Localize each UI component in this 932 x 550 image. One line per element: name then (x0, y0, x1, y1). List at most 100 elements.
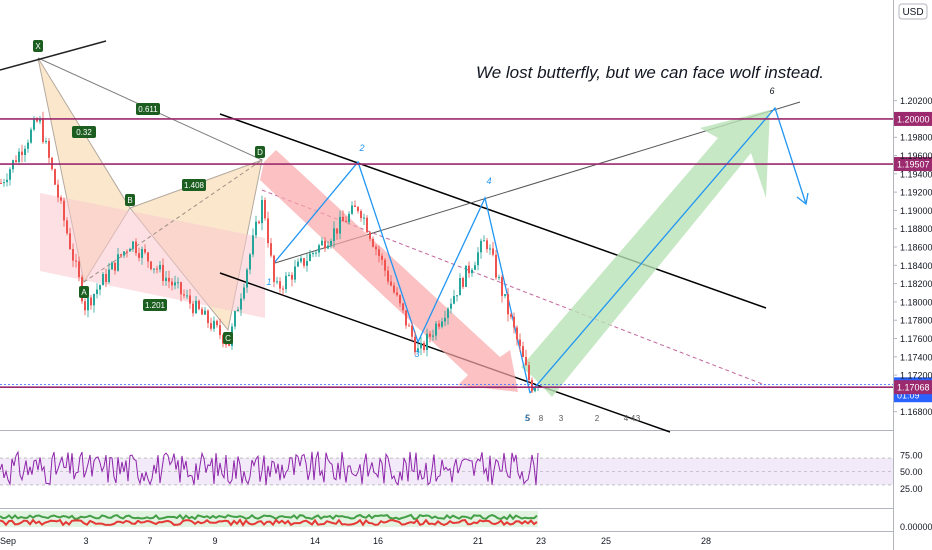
candle-body (96, 289, 98, 295)
butterfly-point-box (255, 146, 265, 158)
candle-body (132, 241, 134, 249)
x-tick-label: 21 (473, 536, 483, 546)
candle-body (18, 151, 20, 163)
candle-body (477, 252, 479, 266)
candle-body (9, 169, 11, 180)
arrow-head-down (796, 192, 809, 206)
candle-body (90, 297, 92, 306)
candle-body (27, 142, 29, 149)
candle-body (279, 281, 281, 289)
candle-body (6, 179, 8, 183)
candle-body (240, 298, 242, 310)
candle-body (351, 205, 353, 214)
candle-body (300, 258, 302, 262)
candle-body (264, 199, 266, 219)
butterfly-point-label: C (225, 334, 231, 343)
candle-body (135, 241, 137, 254)
y-tick-label: 1.17800 (900, 316, 932, 326)
oscillator-pane: 0.00000 (0, 511, 932, 532)
wave-point-label: 4 (486, 176, 491, 186)
candle-body (534, 387, 536, 392)
candle-body (273, 255, 275, 282)
osc-line-green (0, 513, 538, 521)
butterfly-ratio-box (136, 103, 160, 115)
y-tick-label: 1.19600 (900, 151, 932, 161)
candle-body (72, 249, 74, 261)
candle-body (42, 118, 44, 143)
butterfly-point-box (79, 286, 89, 298)
candle-body (423, 342, 425, 350)
time-axis[interactable]: Sep 3 7 9 14 16 21 23 25 28 (0, 536, 711, 546)
candle-body (396, 292, 398, 296)
candle-body (513, 316, 515, 328)
rsi-tick-label: 50.00 (900, 467, 923, 477)
butterfly-ratio-box (72, 126, 96, 138)
candle-body (420, 342, 422, 349)
candle-body (246, 269, 248, 288)
price-axis[interactable]: 1.20200 1.19800 1.19600 1.19400 1.19200 1.190… (893, 96, 932, 417)
candle-body (171, 281, 173, 286)
event-marker-label: 3 (636, 414, 641, 423)
candle-body (36, 119, 38, 122)
candle-body (327, 245, 329, 249)
candle-body (441, 321, 443, 327)
candle-body (489, 248, 491, 250)
currency-badge[interactable]: USD (898, 3, 928, 20)
candle-body (63, 200, 65, 221)
candle-body (312, 253, 314, 255)
candle-body (408, 325, 410, 327)
x-tick-label: 25 (601, 536, 611, 546)
candle-body (498, 277, 500, 279)
candle-body (507, 294, 509, 315)
butterfly-ratio-label: 0.32 (76, 128, 92, 137)
candle-body (405, 310, 407, 326)
x-tick-label: 28 (701, 536, 711, 546)
wave-5-6-path (529, 106, 807, 394)
candle-body (495, 254, 497, 278)
candle-body (177, 282, 179, 284)
candle-body (471, 269, 473, 274)
green-up-arrow (521, 110, 770, 397)
candle-body (411, 325, 413, 337)
candle-body (447, 308, 449, 318)
candle-body (192, 303, 194, 314)
candle-body (48, 141, 50, 158)
candle-body (144, 248, 146, 253)
wave-point-label: 3 (414, 349, 419, 359)
candle-body (402, 303, 404, 311)
candle-body (267, 218, 269, 244)
currency-label: USD (902, 7, 923, 18)
candle-body (216, 320, 218, 326)
candle-body (24, 148, 26, 155)
candle-body (66, 220, 68, 234)
candle-body (60, 197, 62, 201)
butterfly-pattern[interactable] (37, 57, 265, 332)
candle-body (21, 151, 23, 155)
candle-body (123, 251, 125, 256)
candle-body (114, 262, 116, 271)
candle-body (258, 221, 260, 224)
candle-body (357, 206, 359, 212)
top-left-trend-line (0, 40, 107, 71)
candle-body (453, 296, 455, 304)
candle-body (33, 119, 35, 130)
wave-point-label: 5 (524, 413, 530, 423)
candle-body (429, 333, 431, 337)
candle-body (156, 268, 158, 270)
candle-body (165, 277, 167, 281)
candle-body (69, 233, 71, 250)
candle-body (330, 240, 332, 246)
candle-body (369, 232, 371, 239)
candle-body (387, 270, 389, 282)
y-tick-label: 1.19000 (900, 206, 932, 216)
candle-body (456, 295, 458, 297)
price-label-text: 1.19507 (897, 160, 930, 170)
candle-body (99, 285, 101, 290)
candle-body (141, 248, 143, 258)
candle-body (390, 281, 392, 286)
candle-body (393, 285, 395, 293)
candle-body (93, 294, 95, 306)
x-tick-label: 3 (83, 536, 88, 546)
